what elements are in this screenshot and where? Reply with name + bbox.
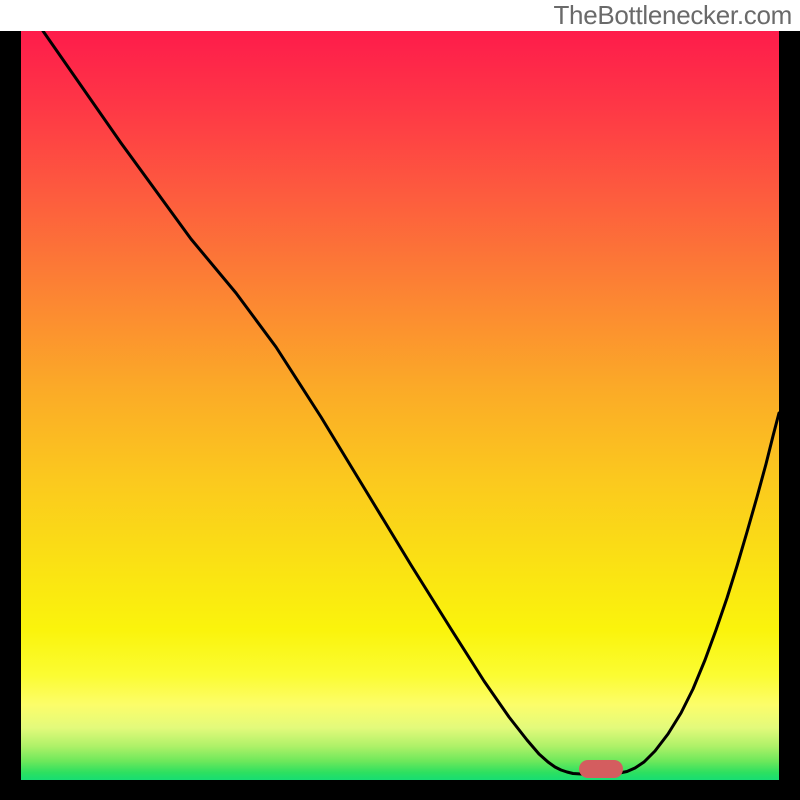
border-left	[0, 31, 21, 780]
plot-svg	[21, 31, 779, 780]
chart-frame: TheBottlenecker.com	[0, 0, 800, 800]
gradient-background	[21, 31, 779, 780]
plot-area	[21, 31, 779, 780]
border-right	[779, 31, 800, 780]
watermark-text: TheBottlenecker.com	[553, 0, 792, 31]
border-bottom	[0, 780, 800, 800]
optimal-marker	[579, 760, 623, 778]
